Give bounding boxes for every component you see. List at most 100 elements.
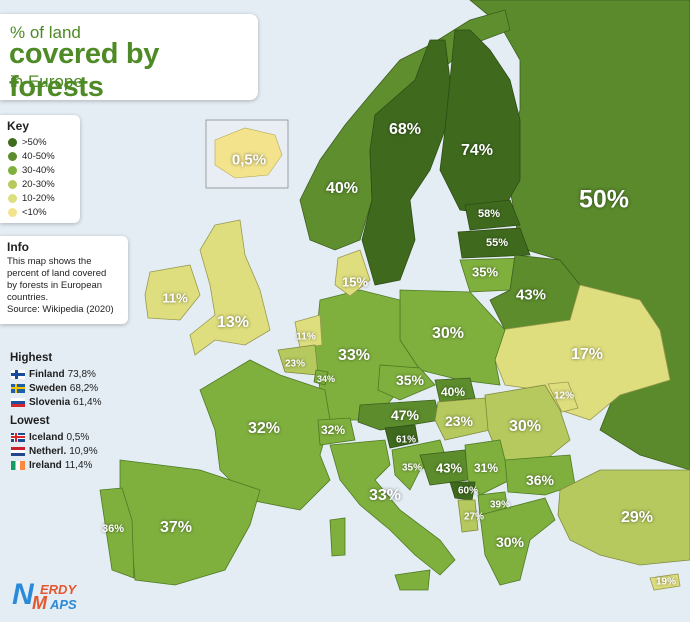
iceland-flag-icon <box>11 432 25 442</box>
label-slovakia: 40% <box>440 385 466 399</box>
label-france: 32% <box>247 420 281 437</box>
nerdy-maps-logo: N ERDY M APS <box>12 580 112 614</box>
highest-country: Sweden <box>29 382 67 394</box>
ireland-region <box>144 264 201 321</box>
key-heading: Key <box>7 119 30 133</box>
lowest-country: Iceland <box>29 431 64 443</box>
france-region <box>199 359 331 511</box>
info-line: by forests in European <box>7 280 103 291</box>
info-line: Source: Wikipedia (2020) <box>7 304 114 315</box>
slovenia-region <box>384 424 419 449</box>
label-belgium: 23% <box>284 358 306 370</box>
albania-region <box>457 499 479 533</box>
denmark-region <box>334 249 371 297</box>
uk-region <box>189 219 271 356</box>
slovakia-region <box>434 377 476 403</box>
title-line-3: in Europe <box>10 72 83 91</box>
croatia-region <box>391 439 446 491</box>
highest-value: 61,4% <box>73 396 102 408</box>
moldova-region <box>547 381 579 413</box>
label-uk: 13% <box>216 314 250 331</box>
label-romania: 30% <box>508 418 542 435</box>
label-bosnia: 43% <box>435 460 463 476</box>
label-austria: 47% <box>390 407 420 423</box>
lowest-value: 11,4% <box>64 459 93 471</box>
highest-country: Slovenia <box>29 396 71 408</box>
lowest-row: Netherl. 10,9% <box>11 445 98 457</box>
label-cyprus: 19% <box>655 576 677 588</box>
info-line: countries. <box>7 292 49 303</box>
key-item-label: 10-20% <box>22 193 55 204</box>
slovenia-flag-icon <box>11 397 25 407</box>
key-item: 40-50% <box>8 150 55 163</box>
info-panel: Info This map shows the percent of land … <box>0 236 128 324</box>
switzerland-region <box>317 417 356 446</box>
highest-heading: Highest <box>10 352 53 364</box>
latvia-region <box>457 227 531 259</box>
lowest-row: Iceland 0,5% <box>11 431 89 443</box>
label-greece: 30% <box>495 534 525 550</box>
label-albania: 27% <box>463 511 485 523</box>
label-netherlands: 11% <box>296 331 316 343</box>
turkey-region <box>557 469 690 566</box>
label-russia: 50% <box>578 185 630 214</box>
lowest-value: 10,9% <box>69 445 98 457</box>
label-slovenia: 61% <box>395 434 417 446</box>
label-serbia: 31% <box>473 461 499 475</box>
finland-region <box>439 29 521 216</box>
greece-region <box>479 497 556 586</box>
key-item-label: 20-30% <box>22 179 55 190</box>
label-portugal: 36% <box>101 523 125 535</box>
title-line-2: covered by forests <box>9 38 160 103</box>
serbia-region <box>464 439 511 496</box>
sweden-flag-icon <box>11 383 25 393</box>
austria-region <box>357 399 441 431</box>
label-luxembourg: 34% <box>316 374 336 384</box>
estonia-region <box>464 199 521 231</box>
highest-value: 68,2% <box>69 382 99 394</box>
key-swatch <box>8 194 17 203</box>
key-item: <10% <box>8 206 47 219</box>
label-croatia: 35% <box>401 462 423 474</box>
netherlands-flag-icon <box>11 446 25 456</box>
netherlands-region <box>294 314 323 349</box>
label-bulgaria: 36% <box>525 472 555 488</box>
key-item: >50% <box>8 136 47 149</box>
hungary-region <box>434 397 491 441</box>
label-north-macedonia: 39% <box>489 499 511 511</box>
label-lithuania: 35% <box>471 264 499 280</box>
label-latvia: 55% <box>485 237 509 249</box>
lowest-country: Ireland <box>29 459 62 471</box>
sicily-region <box>394 569 431 591</box>
italy-region <box>329 439 456 576</box>
label-ukraine: 17% <box>570 346 604 363</box>
key-item-label: <10% <box>22 207 47 218</box>
key-item: 20-30% <box>8 178 55 191</box>
lowest-row: Ireland 11,4% <box>11 459 92 471</box>
key-swatch <box>8 138 17 147</box>
key-swatch <box>8 152 17 161</box>
label-hungary: 23% <box>444 413 474 429</box>
logo-text-bottom: APS <box>50 597 77 612</box>
label-montenegro: 60% <box>457 485 479 497</box>
key-item: 10-20% <box>8 192 55 205</box>
iceland-region <box>214 127 283 179</box>
label-germany: 33% <box>337 347 371 364</box>
key-swatch <box>8 180 17 189</box>
sardinia-region <box>329 517 346 557</box>
highest-row: Slovenia 61,4% <box>11 396 102 408</box>
highest-row: Finland 73,8% <box>11 368 96 380</box>
label-ireland: 11% <box>162 290 188 306</box>
highest-value: 73,8% <box>67 368 96 380</box>
label-norway: 40% <box>325 180 359 197</box>
label-czechia: 35% <box>395 372 425 388</box>
label-turkey: 29% <box>620 509 654 526</box>
info-line: percent of land covered <box>7 268 107 279</box>
romania-region <box>484 384 571 461</box>
label-switzerland: 32% <box>320 423 346 437</box>
finland-flag-icon <box>11 369 25 379</box>
key-item-label: 40-50% <box>22 151 55 162</box>
label-moldova: 12% <box>553 390 575 402</box>
